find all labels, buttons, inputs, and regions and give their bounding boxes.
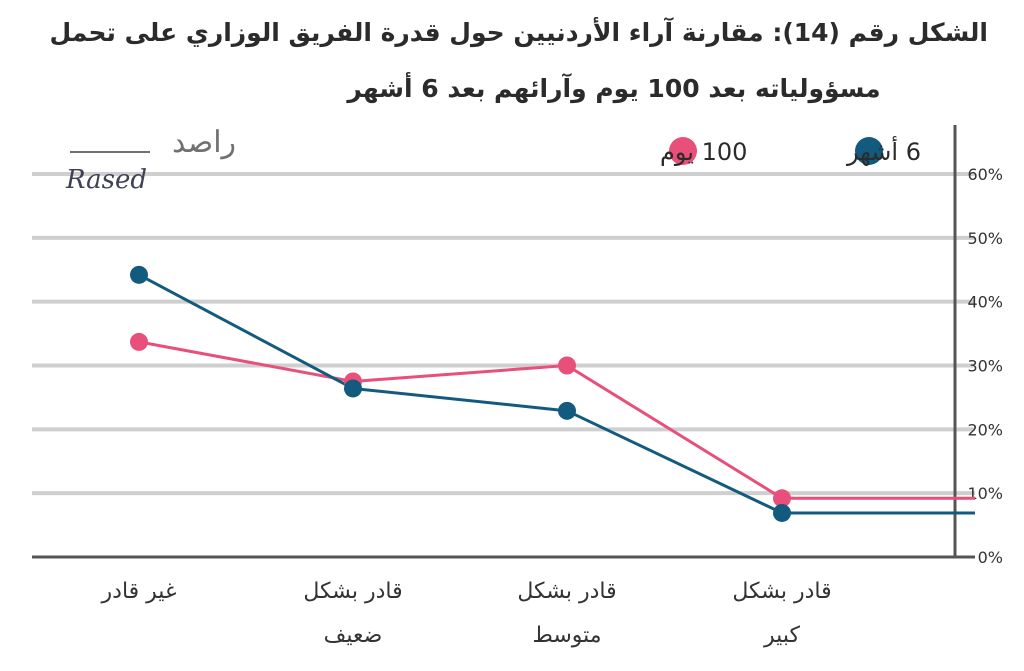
category-label: قادر بشكل: [303, 579, 402, 604]
chart-title-line-2: مسؤولياته بعد 100 يوم وآرائهم بعد 6 أشهر: [347, 74, 881, 103]
series-lines: [138, 273, 975, 515]
logo-arabic-text: راصد: [172, 125, 236, 160]
category-label: غير قادر: [101, 579, 177, 604]
rased-logo: راصد Rased: [65, 125, 236, 195]
category-label: ضعيف: [324, 623, 383, 648]
y-tick-label: 40%: [967, 293, 1003, 312]
category-labels: غير قادر قادر بشكل ضعيف قادر بشكل متوسط قادر …: [101, 579, 832, 648]
legend-marker: [669, 137, 697, 165]
data-point-6-months: [773, 503, 791, 522]
series-line-6-months: [138, 273, 975, 515]
chart-title-line-1: الشكل رقم (14): مقارنة آراء الأردنيين حو…: [49, 18, 988, 47]
category-label: كبير: [763, 623, 800, 648]
legend-marker: [855, 137, 883, 165]
y-tick-label: 60%: [967, 165, 1003, 184]
category-label: قادر بشكل: [732, 579, 831, 604]
y-tick-label: 20%: [967, 420, 1003, 439]
legend: 100 يوم 6 أشهر: [660, 136, 921, 166]
y-tick-label: 50%: [967, 229, 1003, 248]
y-tick-label: 30%: [967, 357, 1003, 376]
data-point-100-days: [558, 356, 576, 375]
data-point-6-months: [130, 265, 148, 284]
data-point-100-days: [773, 489, 791, 508]
category-label: قادر بشكل: [517, 579, 616, 604]
y-tick-label: 0%: [978, 548, 1003, 567]
category-label: متوسط: [532, 623, 601, 648]
axes: [32, 125, 975, 559]
y-tick-labels: 0% 10% 20% 30% 40% 50% 60%: [967, 165, 1003, 567]
logo-english-text: Rased: [65, 165, 147, 195]
data-point-6-months: [344, 379, 362, 398]
data-point-6-months: [558, 401, 576, 420]
series-points: [130, 265, 791, 522]
y-tick-label: 10%: [967, 484, 1003, 503]
grid-lines: [32, 172, 975, 496]
data-point-100-days: [130, 332, 148, 351]
legend-label: 6 أشهر: [846, 136, 921, 166]
legend-label: 100 يوم: [660, 138, 747, 166]
